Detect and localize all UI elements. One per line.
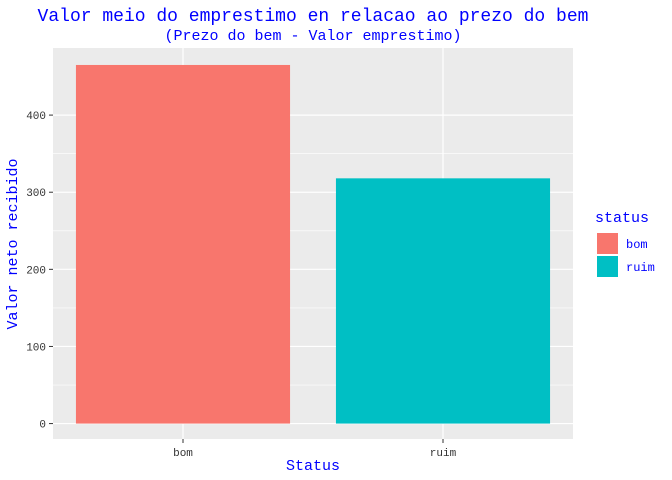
x-axis-title: Status <box>286 458 340 475</box>
y-tick-label: 0 <box>39 420 46 432</box>
y-tick-label: 400 <box>26 111 46 123</box>
chart-title: Valor meio do emprestimo en relacao ao p… <box>38 7 589 27</box>
y-axis-ticks: 0 100 200 300 400 <box>26 111 53 432</box>
bars <box>75 64 551 424</box>
x-tick-label: bom <box>173 448 193 460</box>
x-tick-label: ruim <box>430 448 457 460</box>
legend-label-ruim: ruim <box>626 261 655 275</box>
bar-ruim <box>335 178 551 424</box>
y-tick-label: 300 <box>26 188 46 200</box>
legend-label-bom: bom <box>626 238 648 252</box>
legend-title: status <box>595 210 649 227</box>
bar-bom <box>75 64 291 424</box>
legend-swatch-ruim <box>597 256 618 277</box>
legend-swatch-bom <box>597 233 618 254</box>
y-axis-title: Valor neto recibido <box>5 158 22 329</box>
y-tick-label: 200 <box>26 265 46 277</box>
x-axis-ticks: bom ruim <box>173 439 457 460</box>
legend: status bom ruim <box>595 210 655 277</box>
y-tick-label: 100 <box>26 342 46 354</box>
chart-subtitle: (Prezo do bem - Valor emprestimo) <box>164 28 461 45</box>
